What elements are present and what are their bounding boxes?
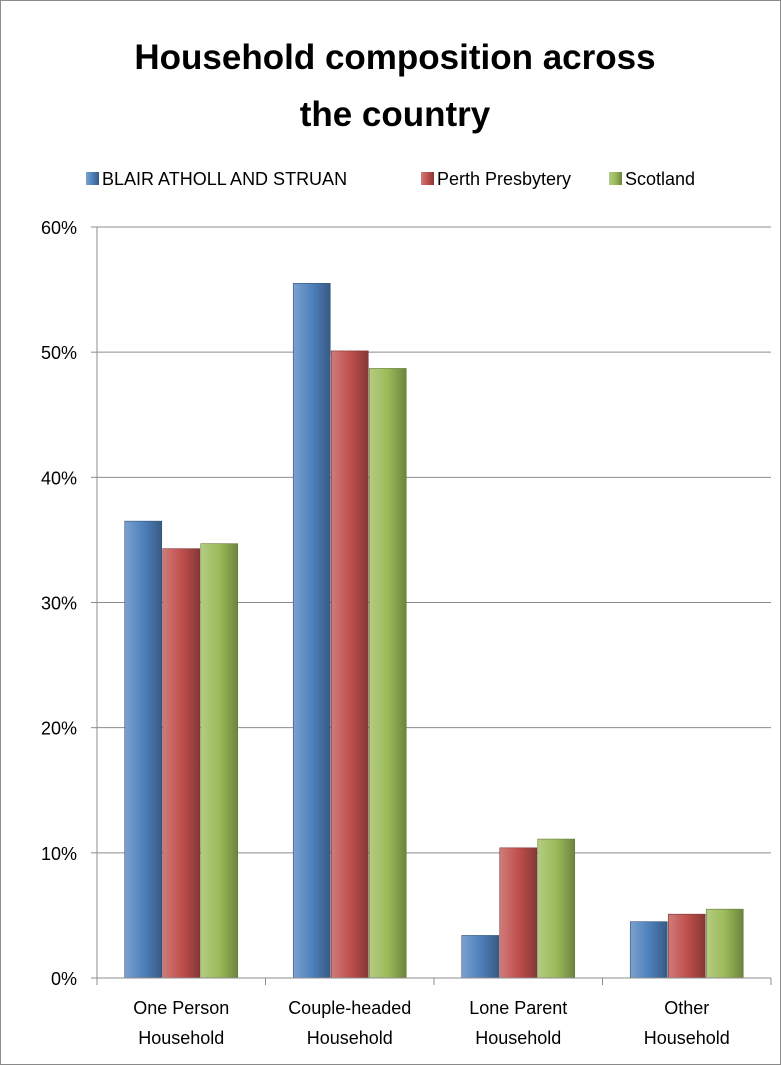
x-axis-category-labels: One Person Household Couple-headed Househol… — [133, 998, 730, 1048]
y-tick-label: 50% — [41, 343, 77, 363]
x-category-label: Household — [138, 1028, 224, 1048]
y-tick-label: 40% — [41, 468, 77, 488]
bar-blair-atholl-and-struan-0 — [124, 520, 163, 979]
x-category-label: Other — [664, 998, 709, 1018]
chart-title: Household composition across the country — [134, 38, 655, 134]
bar-scotland-2 — [537, 838, 576, 979]
y-tick-label: 0% — [51, 969, 77, 989]
y-axis-tick-labels: 0% 10% 20% 30% 40% 50% 60% — [41, 218, 77, 989]
chart-title-line-1: Household composition across — [134, 38, 655, 77]
x-category-label: Couple-headed — [288, 998, 411, 1018]
bar-perth-presbytery-3 — [667, 913, 706, 979]
legend-swatch-blair-atholl-and-struan — [86, 172, 99, 185]
x-category-label: Household — [644, 1028, 730, 1048]
bars — [124, 283, 744, 979]
bar-perth-presbytery-0 — [162, 548, 201, 979]
y-tick-label: 10% — [41, 844, 77, 864]
bar-blair-atholl-and-struan-1 — [292, 283, 331, 979]
x-category-label: Household — [307, 1028, 393, 1048]
bar-scotland-0 — [200, 543, 239, 979]
legend-swatch-scotland — [609, 172, 622, 185]
legend-label-perth-presbytery: Perth Presbytery — [437, 169, 571, 189]
bar-blair-atholl-and-struan-2 — [461, 935, 500, 979]
bar-perth-presbytery-1 — [330, 350, 369, 979]
bar-perth-presbytery-2 — [499, 847, 538, 979]
x-category-label: Lone Parent — [469, 998, 567, 1018]
y-tick-label: 30% — [41, 594, 77, 614]
chart-title-line-2: the country — [300, 95, 491, 134]
bar-scotland-1 — [368, 368, 407, 979]
legend-label-scotland: Scotland — [625, 169, 695, 189]
bar-blair-atholl-and-struan-3 — [629, 921, 668, 979]
bar-scotland-3 — [705, 908, 744, 979]
x-category-label: Household — [475, 1028, 561, 1048]
x-category-label: One Person — [133, 998, 229, 1018]
legend-label-blair-atholl-and-struan: BLAIR ATHOLL AND STRUAN — [102, 169, 347, 189]
legend: BLAIR ATHOLL AND STRUAN Perth Presbytery S… — [86, 169, 695, 189]
y-tick-label: 60% — [41, 218, 77, 238]
axes — [96, 227, 772, 985]
legend-swatch-perth-presbytery — [421, 172, 434, 185]
y-tick-label: 20% — [41, 719, 77, 739]
